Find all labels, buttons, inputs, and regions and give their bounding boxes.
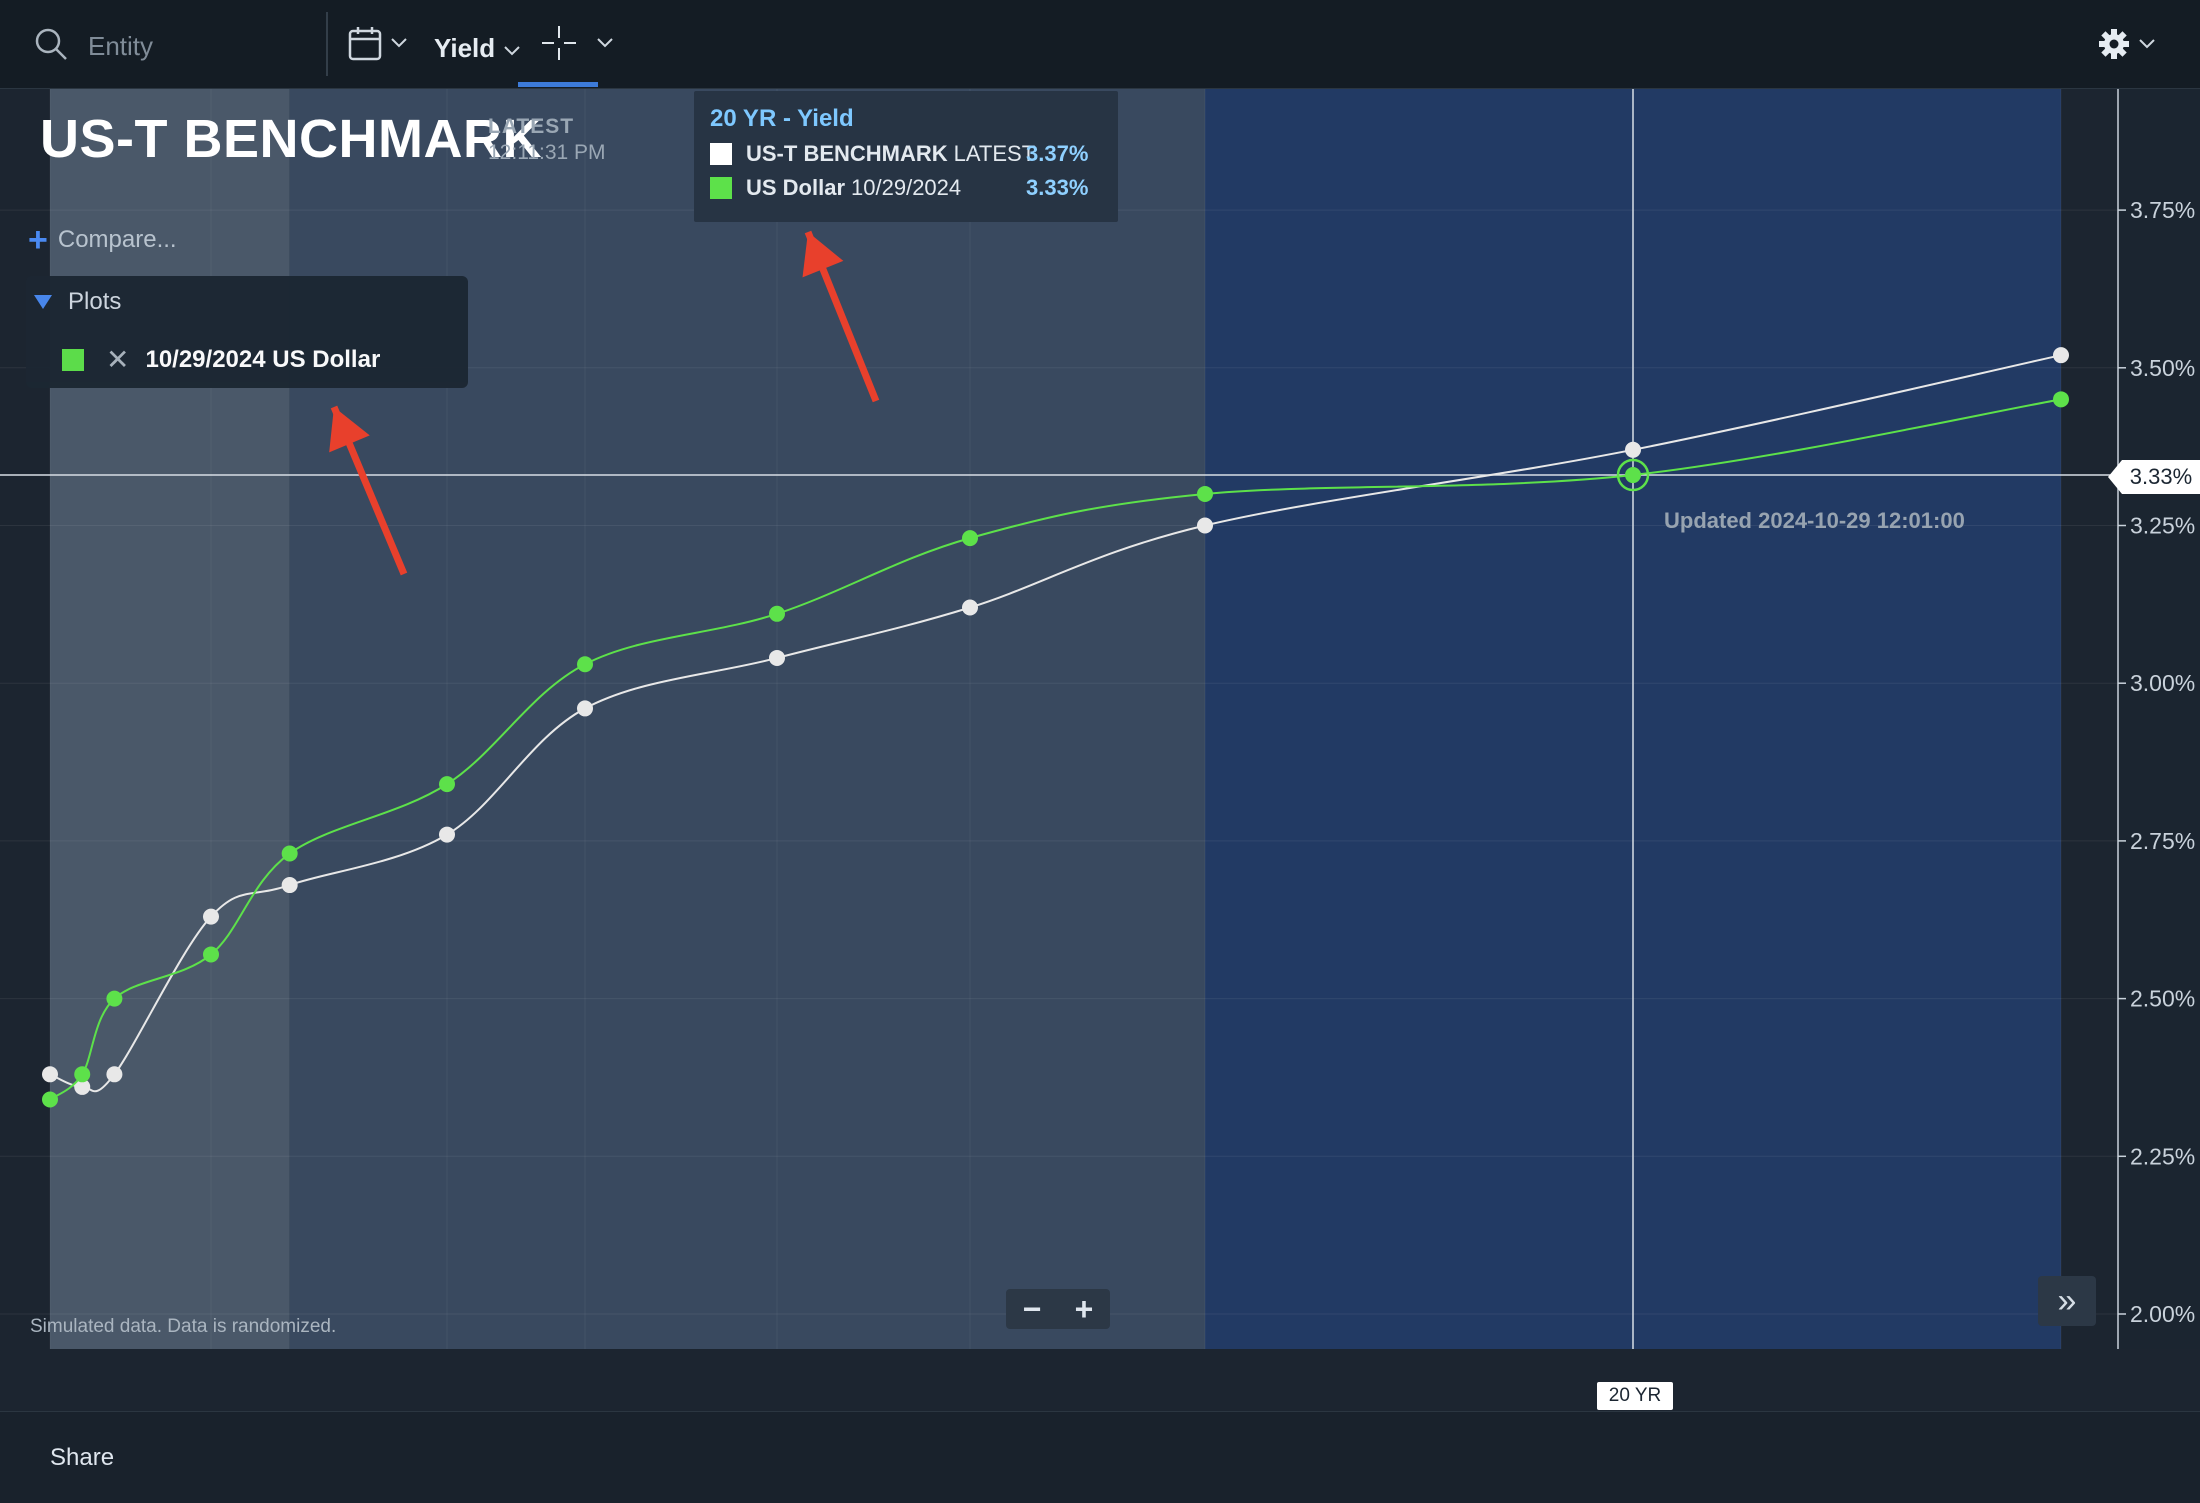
usd-data-point: [106, 990, 123, 1007]
y-axis-panel: [2118, 89, 2200, 1349]
tooltip-row-usd: US Dollar 10/29/2024: [710, 175, 961, 201]
tooltip-series-name: US Dollar: [746, 175, 846, 200]
series-color-swatch: [62, 349, 84, 371]
chevron-down-icon: [596, 36, 614, 54]
crosshair-tooltip: 20 YR - Yield US-T BENCHMARK LATEST 3.37…: [694, 91, 1118, 222]
settings-button[interactable]: [2098, 24, 2156, 68]
search-icon: [34, 27, 68, 66]
chevron-down-icon: [2138, 37, 2156, 55]
benchmark-data-point: [769, 649, 785, 666]
benchmark-data-point: [2053, 347, 2069, 364]
zoom-in-button[interactable]: +: [1074, 1290, 1094, 1327]
expand-button[interactable]: »: [2038, 1276, 2096, 1326]
zoom-out-button[interactable]: −: [1022, 1290, 1042, 1327]
tooltip-title: 20 YR - Yield: [710, 105, 854, 132]
y-tick-label: 2.50%: [2130, 986, 2195, 1012]
zoom-controls: − +: [1006, 1289, 1110, 1329]
benchmark-data-point: [962, 599, 978, 616]
crosshair-icon: [540, 24, 578, 67]
usd-data-point: [1197, 485, 1213, 502]
benchmark-data-point: [1197, 517, 1213, 534]
usd-data-point: [281, 845, 298, 862]
latest-timestamp: LATEST 12:11:31 PM: [488, 114, 606, 166]
crosshair-button[interactable]: [540, 22, 614, 68]
toolbar-divider: [326, 12, 328, 76]
plot-item: ✕ 10/29/2024 US Dollar: [62, 346, 380, 374]
y-tick-label: 2.75%: [2130, 828, 2195, 854]
benchmark-data-point: [74, 1078, 91, 1095]
share-button[interactable]: Share: [50, 1444, 115, 1471]
series-color-swatch: [710, 143, 732, 165]
date-picker-button[interactable]: [348, 22, 408, 68]
usd-data-point: [962, 530, 978, 547]
plots-heading: Plots: [68, 288, 122, 315]
usd-data-point: [1625, 467, 1641, 484]
latest-time: 12:11:31 PM: [488, 141, 606, 164]
yield-dropdown[interactable]: Yield: [434, 28, 521, 68]
plot-item-label: 10/29/2024 US Dollar: [145, 346, 381, 373]
active-tool-indicator: [518, 82, 598, 87]
benchmark-data-point: [1625, 441, 1641, 458]
plots-toggle[interactable]: Plots: [34, 288, 121, 316]
usd-series-line: [49, 398, 2062, 1101]
y-tick-label: 3.00%: [2130, 670, 2195, 696]
close-icon[interactable]: ✕: [106, 344, 130, 375]
calendar-icon: [348, 25, 382, 66]
benchmark-data-point: [439, 826, 455, 843]
y-tick-label: 2.25%: [2130, 1143, 2195, 1169]
y-tick-label: 2.00%: [2130, 1301, 2195, 1327]
benchmark-data-point: [106, 1066, 123, 1083]
crosshair-highlight-ring: [1616, 458, 1650, 492]
usd-data-point: [42, 1091, 58, 1108]
bottom-bar: Share: [0, 1411, 2200, 1503]
chevron-down-icon: [503, 33, 521, 64]
tooltip-series-suffix: 10/29/2024: [851, 175, 962, 200]
usd-data-point: [203, 946, 219, 963]
usd-data-point: [439, 776, 455, 793]
tooltip-series-name: US-T BENCHMARK: [746, 141, 948, 166]
latest-label: LATEST: [488, 115, 575, 138]
y-tick-label: 3.75%: [2130, 197, 2195, 223]
annotation-arrow-plots-head: [329, 407, 370, 453]
triangle-down-icon: [34, 295, 52, 309]
yield-label: Yield: [434, 32, 496, 63]
benchmark-data-point: [42, 1066, 58, 1083]
y-tick-label: 3.25%: [2130, 513, 2195, 539]
usd-data-point: [74, 1066, 91, 1083]
updated-timestamp: Updated 2024-10-29 12:01:00: [1664, 508, 1965, 533]
gear-icon: [2098, 28, 2130, 65]
tooltip-series-suffix: LATEST: [953, 141, 1036, 166]
chevron-down-icon: [390, 36, 408, 54]
series-color-swatch: [710, 177, 732, 199]
compare-button[interactable]: + Compare...: [28, 221, 177, 259]
benchmark-data-point: [281, 877, 298, 894]
crosshair-y-label: 3.33%: [2108, 460, 2200, 494]
benchmark-data-point: [577, 700, 593, 717]
toolbar: Entity Yield: [0, 0, 2200, 89]
tooltip-value: 3.33%: [1026, 175, 1089, 200]
disclaimer: Simulated data. Data is randomized.: [30, 1316, 337, 1337]
plots-panel: Plots ✕ 10/29/2024 US Dollar: [26, 276, 468, 388]
benchmark-data-point: [203, 908, 219, 925]
search-input[interactable]: Entity: [34, 26, 153, 66]
chart-title: US-T BENCHMARK: [40, 109, 542, 169]
crosshair-x-label: 20 YR: [1597, 1382, 1673, 1410]
usd-data-point: [577, 656, 593, 673]
compare-label: Compare...: [57, 226, 177, 253]
annotation-arrow-tooltip-head: [802, 232, 844, 278]
tooltip-row-benchmark: US-T BENCHMARK LATEST: [710, 141, 1035, 167]
tooltip-value: 3.37%: [1026, 141, 1089, 166]
double-chevron-right-icon: »: [2057, 1281, 2077, 1320]
y-tick-label: 3.50%: [2130, 355, 2195, 381]
usd-data-point: [2053, 391, 2069, 408]
usd-data-point: [769, 605, 785, 622]
search-placeholder: Entity: [88, 30, 154, 61]
plus-icon: +: [28, 221, 48, 259]
